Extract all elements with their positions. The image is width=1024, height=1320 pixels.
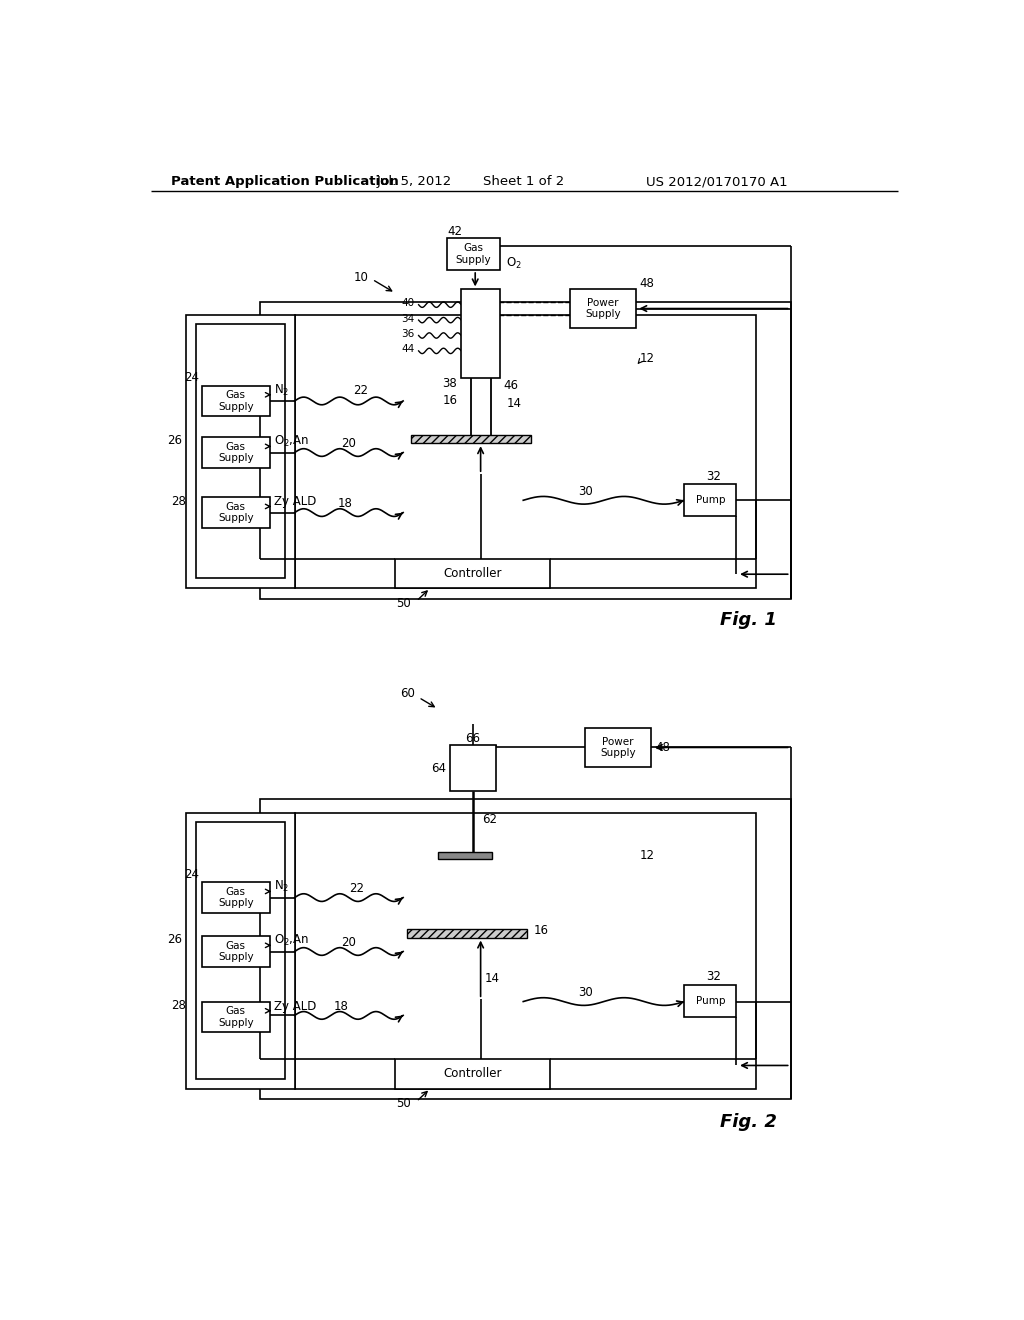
Text: 34: 34	[401, 314, 415, 323]
Text: 16: 16	[442, 395, 458, 408]
Text: O$_2$,An: O$_2$,An	[273, 933, 309, 948]
Text: 44: 44	[401, 345, 415, 354]
Text: 42: 42	[447, 224, 463, 238]
Text: Gas
Supply: Gas Supply	[218, 391, 254, 412]
Text: 12: 12	[640, 352, 654, 366]
Bar	[684, 484, 736, 516]
Text: Gas
Supply: Gas Supply	[218, 442, 254, 463]
Text: 18: 18	[334, 999, 348, 1012]
Text: 24: 24	[184, 869, 200, 880]
Text: 48: 48	[640, 277, 654, 289]
Text: 46: 46	[504, 379, 519, 392]
Bar	[186, 314, 295, 589]
Bar	[186, 813, 295, 1089]
Bar	[197, 822, 286, 1078]
Bar	[586, 729, 651, 767]
Text: N$_2$: N$_2$	[273, 879, 289, 895]
Text: Fig. 2: Fig. 2	[720, 1114, 776, 1131]
Text: 40: 40	[401, 298, 415, 308]
Text: 24: 24	[184, 371, 200, 384]
Bar	[202, 385, 270, 416]
Text: O$_2$,An: O$_2$,An	[273, 434, 309, 449]
Text: Zy ALD: Zy ALD	[273, 495, 316, 508]
Text: 50: 50	[396, 1097, 411, 1110]
Bar	[202, 498, 270, 528]
Text: 48: 48	[655, 741, 670, 754]
Bar	[569, 289, 636, 327]
Bar	[295, 314, 756, 589]
Text: 26: 26	[167, 434, 182, 447]
Bar	[395, 558, 550, 589]
Text: Power
Supply: Power Supply	[585, 298, 621, 319]
Bar	[684, 985, 736, 1016]
Text: 36: 36	[401, 329, 415, 339]
Text: 64: 64	[431, 762, 445, 775]
Bar	[197, 323, 286, 578]
Text: Controller: Controller	[443, 566, 502, 579]
Text: Patent Application Publication: Patent Application Publication	[171, 176, 398, 187]
Text: Jul. 5, 2012: Jul. 5, 2012	[377, 176, 453, 187]
Text: 20: 20	[341, 936, 356, 949]
Text: O$_2$: O$_2$	[506, 256, 522, 272]
Text: 30: 30	[578, 986, 593, 999]
Text: Gas
Supply: Gas Supply	[456, 243, 492, 265]
Bar	[202, 437, 270, 469]
Text: 50: 50	[396, 597, 411, 610]
Text: 26: 26	[167, 933, 182, 946]
Text: 14: 14	[484, 972, 500, 985]
Text: Sheet 1 of 2: Sheet 1 of 2	[482, 176, 564, 187]
Text: N$_2$: N$_2$	[273, 383, 289, 397]
Text: 10: 10	[353, 271, 369, 284]
Text: Gas
Supply: Gas Supply	[218, 502, 254, 524]
Bar	[260, 799, 791, 1100]
Text: 28: 28	[171, 495, 186, 508]
Text: Pump: Pump	[695, 495, 725, 506]
Text: Gas
Supply: Gas Supply	[218, 941, 254, 962]
Text: 16: 16	[534, 924, 548, 937]
Text: Gas
Supply: Gas Supply	[218, 1006, 254, 1028]
Text: 62: 62	[482, 813, 498, 825]
Text: 20: 20	[341, 437, 356, 450]
Bar	[395, 1059, 550, 1089]
Text: 18: 18	[338, 496, 352, 510]
Text: 60: 60	[400, 686, 415, 700]
Text: 38: 38	[442, 376, 458, 389]
Text: 22: 22	[349, 882, 365, 895]
Text: 22: 22	[353, 384, 368, 397]
Bar	[450, 744, 496, 792]
Bar	[447, 238, 500, 271]
Bar	[411, 434, 531, 444]
Bar	[260, 302, 791, 599]
Text: Fig. 1: Fig. 1	[720, 611, 776, 630]
Text: Controller: Controller	[443, 1068, 502, 1081]
Text: Gas
Supply: Gas Supply	[218, 887, 254, 908]
Text: Power
Supply: Power Supply	[600, 737, 636, 758]
Bar	[438, 853, 493, 859]
Text: 32: 32	[707, 470, 721, 483]
Bar	[202, 882, 270, 913]
Text: 30: 30	[578, 484, 593, 498]
Bar	[202, 936, 270, 966]
Bar	[295, 813, 756, 1089]
Text: 28: 28	[171, 999, 186, 1012]
Text: 14: 14	[506, 397, 521, 409]
Text: US 2012/0170170 A1: US 2012/0170170 A1	[646, 176, 787, 187]
Bar	[407, 929, 527, 937]
Text: Pump: Pump	[695, 995, 725, 1006]
Bar	[202, 1002, 270, 1032]
Text: Zy ALD: Zy ALD	[273, 999, 316, 1012]
Text: 12: 12	[640, 849, 654, 862]
Text: 66: 66	[465, 733, 480, 746]
Bar	[461, 289, 500, 378]
Text: 32: 32	[707, 970, 721, 983]
